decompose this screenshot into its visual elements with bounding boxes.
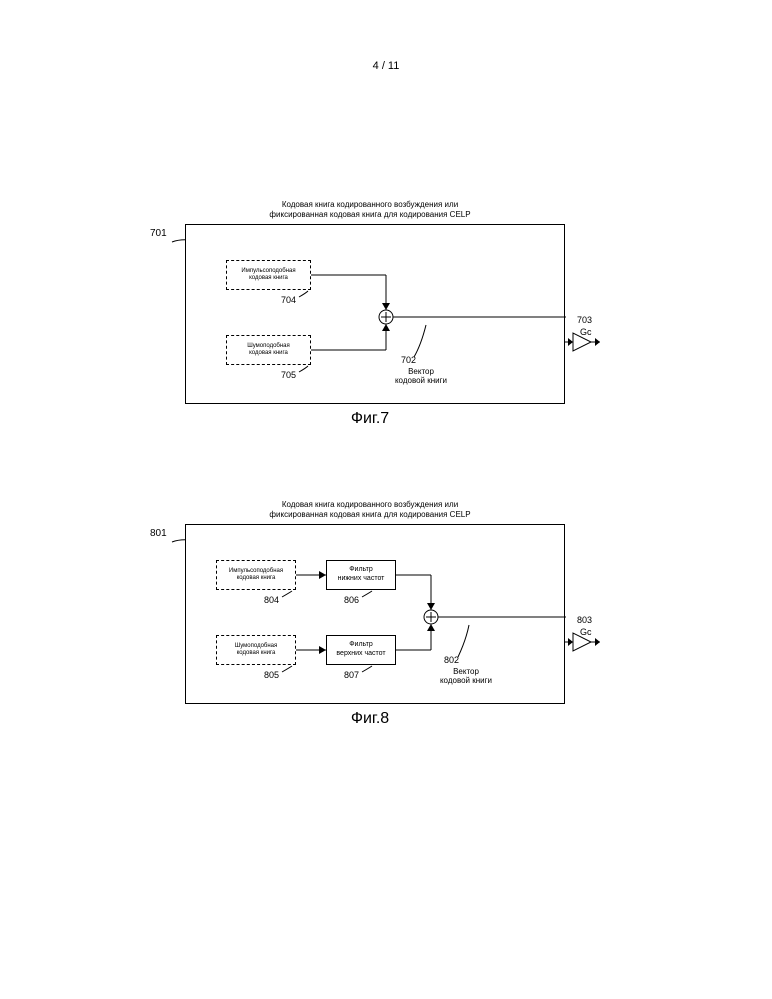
fig8-ref-lpf: 806 bbox=[344, 595, 359, 605]
fig8-wires bbox=[186, 525, 566, 705]
fig7-ref-pulse: 704 bbox=[281, 295, 296, 305]
fig8-ref-pulse: 804 bbox=[264, 595, 279, 605]
figure-8: Кодовая книга кодированного возбуждения … bbox=[140, 500, 600, 728]
fig7-vector-label: Векторкодовой книги bbox=[386, 367, 456, 386]
fig8-pulse-block: Импульсоподобнаякодовая книга bbox=[216, 560, 296, 590]
fig8-title-line1: Кодовая книга кодированного возбуждения … bbox=[282, 500, 458, 509]
fig7-caption: Фиг.7 bbox=[140, 410, 600, 428]
fig7-wires bbox=[186, 225, 566, 405]
fig7-title-line1: Кодовая книга кодированного возбуждения … bbox=[282, 200, 458, 209]
figure-7: Кодовая книга кодированного возбуждения … bbox=[140, 200, 600, 428]
fig8-lpf-block: Фильтрнижних частот bbox=[326, 560, 396, 590]
fig8-gain-symbol: Gc bbox=[580, 627, 592, 637]
fig8-ref-noise: 805 bbox=[264, 670, 279, 680]
fig8-title-line2: фиксированная кодовая книга для кодирова… bbox=[269, 510, 470, 519]
fig7-ref-noise: 705 bbox=[281, 370, 296, 380]
fig7-ref-main: 701 bbox=[150, 228, 167, 239]
fig8-title: Кодовая книга кодированного возбуждения … bbox=[140, 500, 600, 521]
fig7-box: Импульсоподобнаякодовая книга 704 Шумопо… bbox=[185, 224, 565, 404]
fig8-box: Импульсоподобнаякодовая книга 804 Фильтр… bbox=[185, 524, 565, 704]
fig8-ref-vector: 802 bbox=[444, 655, 459, 665]
fig7-title: Кодовая книга кодированного возбуждения … bbox=[140, 200, 600, 221]
fig7-ref-vector: 702 bbox=[401, 355, 416, 365]
fig8-caption: Фиг.8 bbox=[140, 710, 600, 728]
fig8-vector-label: Векторкодовой книги bbox=[431, 667, 501, 686]
fig7-ref-gain: 703 bbox=[577, 315, 592, 325]
fig7-noise-block: Шумоподобнаякодовая книга bbox=[226, 335, 311, 365]
fig8-ref-gain: 803 bbox=[577, 615, 592, 625]
fig7-pulse-block: Импульсоподобнаякодовая книга bbox=[226, 260, 311, 290]
fig8-ref-main: 801 bbox=[150, 528, 167, 539]
fig8-hpf-block: Фильтрверхних частот bbox=[326, 635, 396, 665]
fig8-ref-hpf: 807 bbox=[344, 670, 359, 680]
fig7-gain-symbol: Gc bbox=[580, 327, 592, 337]
fig7-title-line2: фиксированная кодовая книга для кодирова… bbox=[269, 210, 470, 219]
page-number: 4 / 11 bbox=[0, 60, 772, 72]
fig8-noise-block: Шумоподобнаякодовая книга bbox=[216, 635, 296, 665]
